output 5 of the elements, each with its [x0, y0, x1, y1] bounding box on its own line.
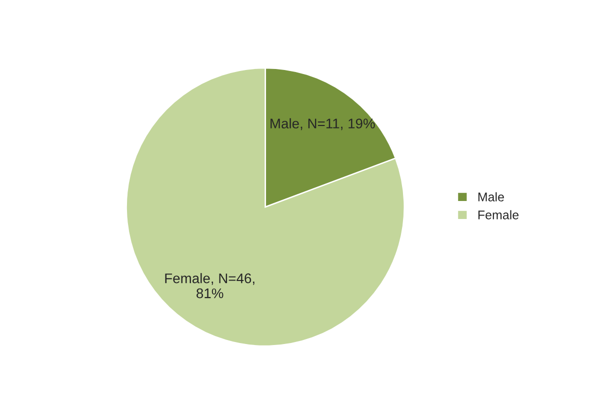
data-label: Female, N=46, 81% — [165, 273, 254, 298]
data-label: Male, N=11, 19% — [270, 118, 375, 130]
legend-label: Male — [478, 192, 504, 202]
pie-slice — [126, 67, 406, 347]
legend-label: Female — [478, 210, 519, 220]
